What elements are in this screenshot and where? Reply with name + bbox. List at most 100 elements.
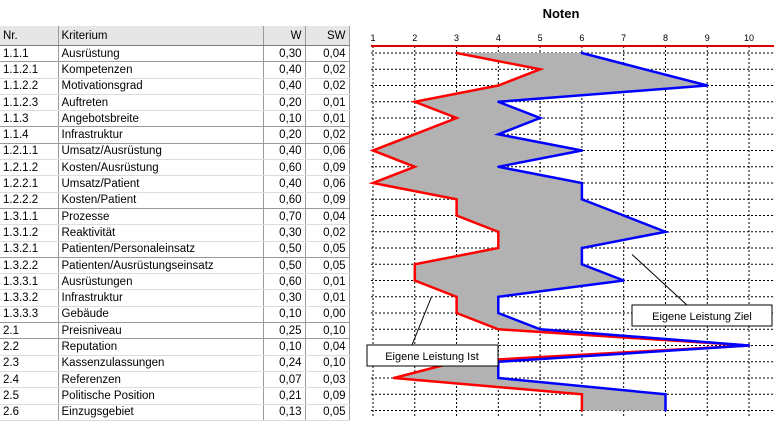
cell-nr: 2.5 [0, 387, 59, 405]
cell-nr: 1.1.2.2 [0, 78, 59, 95]
data-point-ist [497, 84, 500, 87]
cell-kriterium: Motivationsgrad [58, 78, 264, 95]
cell-kriterium: Ausrüstung [58, 45, 264, 63]
table-row: 1.2.2.2 Kosten/Patient 0,60 0,09 [0, 192, 350, 209]
cell-kriterium: Kosten/Ausrüstung [58, 159, 264, 177]
data-point-ziel [622, 214, 625, 217]
table-row: 1.3.1.1 Prozesse 0,70 0,04 [0, 208, 350, 226]
data-point-ist [455, 198, 458, 201]
cell-sw: 0,05 [305, 241, 350, 258]
cell-w: 0,40 [263, 175, 306, 193]
cell-kriterium: Ausrüstungen [58, 273, 264, 291]
table-header-row: Nr. Kriterium W SW [0, 26, 350, 46]
cell-w: 0,21 [263, 387, 306, 405]
cell-w: 0,10 [263, 110, 306, 128]
table-row: 1.2.1.2 Kosten/Ausrüstung 0,60 0,09 [0, 159, 350, 177]
cell-kriterium: Politische Position [58, 387, 264, 405]
cell-kriterium: Umsatz/Patient [58, 175, 264, 193]
cell-kriterium: Gebäude [58, 306, 264, 324]
annotation-leader-ist [411, 296, 432, 346]
cell-nr: 1.1.2.1 [0, 61, 59, 79]
cell-kriterium: Kassenzulassungen [58, 355, 264, 372]
cell-w: 0,13 [263, 404, 306, 421]
data-point-ist [455, 214, 458, 217]
data-point-ist [413, 133, 416, 136]
data-point-ist [413, 165, 416, 168]
cell-nr: 1.3.3.2 [0, 289, 59, 307]
cell-kriterium: Einzugsgebiet [58, 404, 264, 421]
cell-sw: 0,10 [305, 322, 350, 340]
data-point-ist [371, 181, 375, 185]
cell-sw: 0,01 [305, 273, 350, 291]
data-point-ziel [747, 344, 751, 347]
data-point-ist [371, 149, 375, 152]
cell-w: 0,40 [263, 78, 306, 95]
x-tick-label: 3 [454, 33, 459, 43]
cell-sw: 0,00 [305, 306, 350, 324]
data-point-ziel [497, 100, 500, 103]
noten-chart: Noten 1 2 3 4 5 6 7 8 9 10 Eigene Leistung Ziel Eige… [366, 6, 774, 417]
annotation-leader-ziel [631, 254, 689, 307]
cell-sw: 0,01 [305, 289, 350, 307]
data-point-ist [580, 393, 584, 396]
cell-w: 0,30 [263, 45, 306, 63]
data-point-ziel [497, 165, 500, 168]
table-row: 1.1.2.2 Motivationsgrad 0,40 0,02 [0, 78, 350, 95]
cell-nr: 1.3.2.2 [0, 257, 59, 275]
cell-w: 0,30 [263, 289, 306, 307]
cell-w: 0,10 [263, 306, 306, 324]
cell-w: 0,20 [263, 94, 306, 112]
data-point-ziel [580, 51, 584, 55]
cell-kriterium: Umsatz/Ausrüstung [58, 143, 264, 161]
annotation-label-ist: Eigene Leistung Ist [385, 351, 479, 363]
cell-nr: 1.3.3.1 [0, 273, 59, 291]
data-point-ist [538, 68, 542, 71]
data-point-ziel [538, 116, 542, 120]
data-point-ist [497, 230, 500, 233]
cell-sw: 0,06 [305, 175, 350, 193]
data-point-ziel [664, 230, 667, 233]
chart-title: Noten [543, 6, 580, 21]
cell-kriterium: Infrastruktur [58, 289, 264, 307]
table-row: 1.1.4 Infrastruktur 0,20 0,02 [0, 126, 350, 144]
cell-sw: 0,02 [305, 224, 350, 242]
cell-sw: 0,02 [305, 61, 350, 79]
table-row: 1.3.3.3 Gebäude 0,10 0,00 [0, 306, 350, 324]
table-row: 2.3 Kassenzulassungen 0,24 0,10 [0, 355, 350, 372]
cell-w: 0,20 [263, 126, 306, 144]
cell-w: 0,50 [263, 241, 306, 258]
table-row: 2.5 Politische Position 0,21 0,09 [0, 387, 350, 405]
table-row: 1.3.2.2 Patienten/Ausrüstungseinsatz 0,50 0… [0, 257, 350, 275]
data-point-ist [392, 376, 396, 380]
data-point-ziel [580, 198, 584, 201]
annotation-label-ziel: Eigene Leistung Ziel [652, 311, 752, 323]
x-tick-label: 1 [370, 33, 375, 43]
cell-nr: 2.3 [0, 355, 59, 372]
cell-nr: 1.1.1 [0, 45, 59, 63]
cell-sw: 0,09 [305, 192, 350, 209]
cell-nr: 1.1.4 [0, 126, 59, 144]
data-point-ziel [497, 295, 500, 298]
cell-sw: 0,05 [305, 257, 350, 275]
table-row: 1.3.1.2 Reaktivität 0,30 0,02 [0, 224, 350, 242]
cell-sw: 0,04 [305, 45, 350, 63]
data-point-ist [497, 328, 500, 331]
cell-kriterium: Reputation [58, 338, 264, 356]
cell-kriterium: Auftreten [58, 94, 264, 112]
cell-sw: 0,03 [305, 371, 350, 389]
cell-kriterium: Angebotsbreite [58, 110, 264, 128]
header-kriterium: Kriterium [58, 26, 264, 46]
x-tick-label: 2 [412, 33, 417, 43]
data-point-ist [413, 100, 416, 103]
cell-nr: 1.3.1.1 [0, 208, 59, 226]
cell-sw: 0,02 [305, 78, 350, 95]
annotation-box-ziel [631, 304, 773, 327]
cell-w: 0,60 [263, 192, 306, 209]
table-row: 1.1.2.1 Kompetenzen 0,40 0,02 [0, 61, 350, 79]
cell-nr: 1.1.3 [0, 110, 59, 128]
cell-nr: 1.2.1.2 [0, 159, 59, 177]
cell-w: 0,40 [263, 61, 306, 79]
cell-w: 0,25 [263, 322, 306, 340]
data-point-ziel [706, 84, 709, 87]
data-point-ziel [580, 149, 584, 152]
